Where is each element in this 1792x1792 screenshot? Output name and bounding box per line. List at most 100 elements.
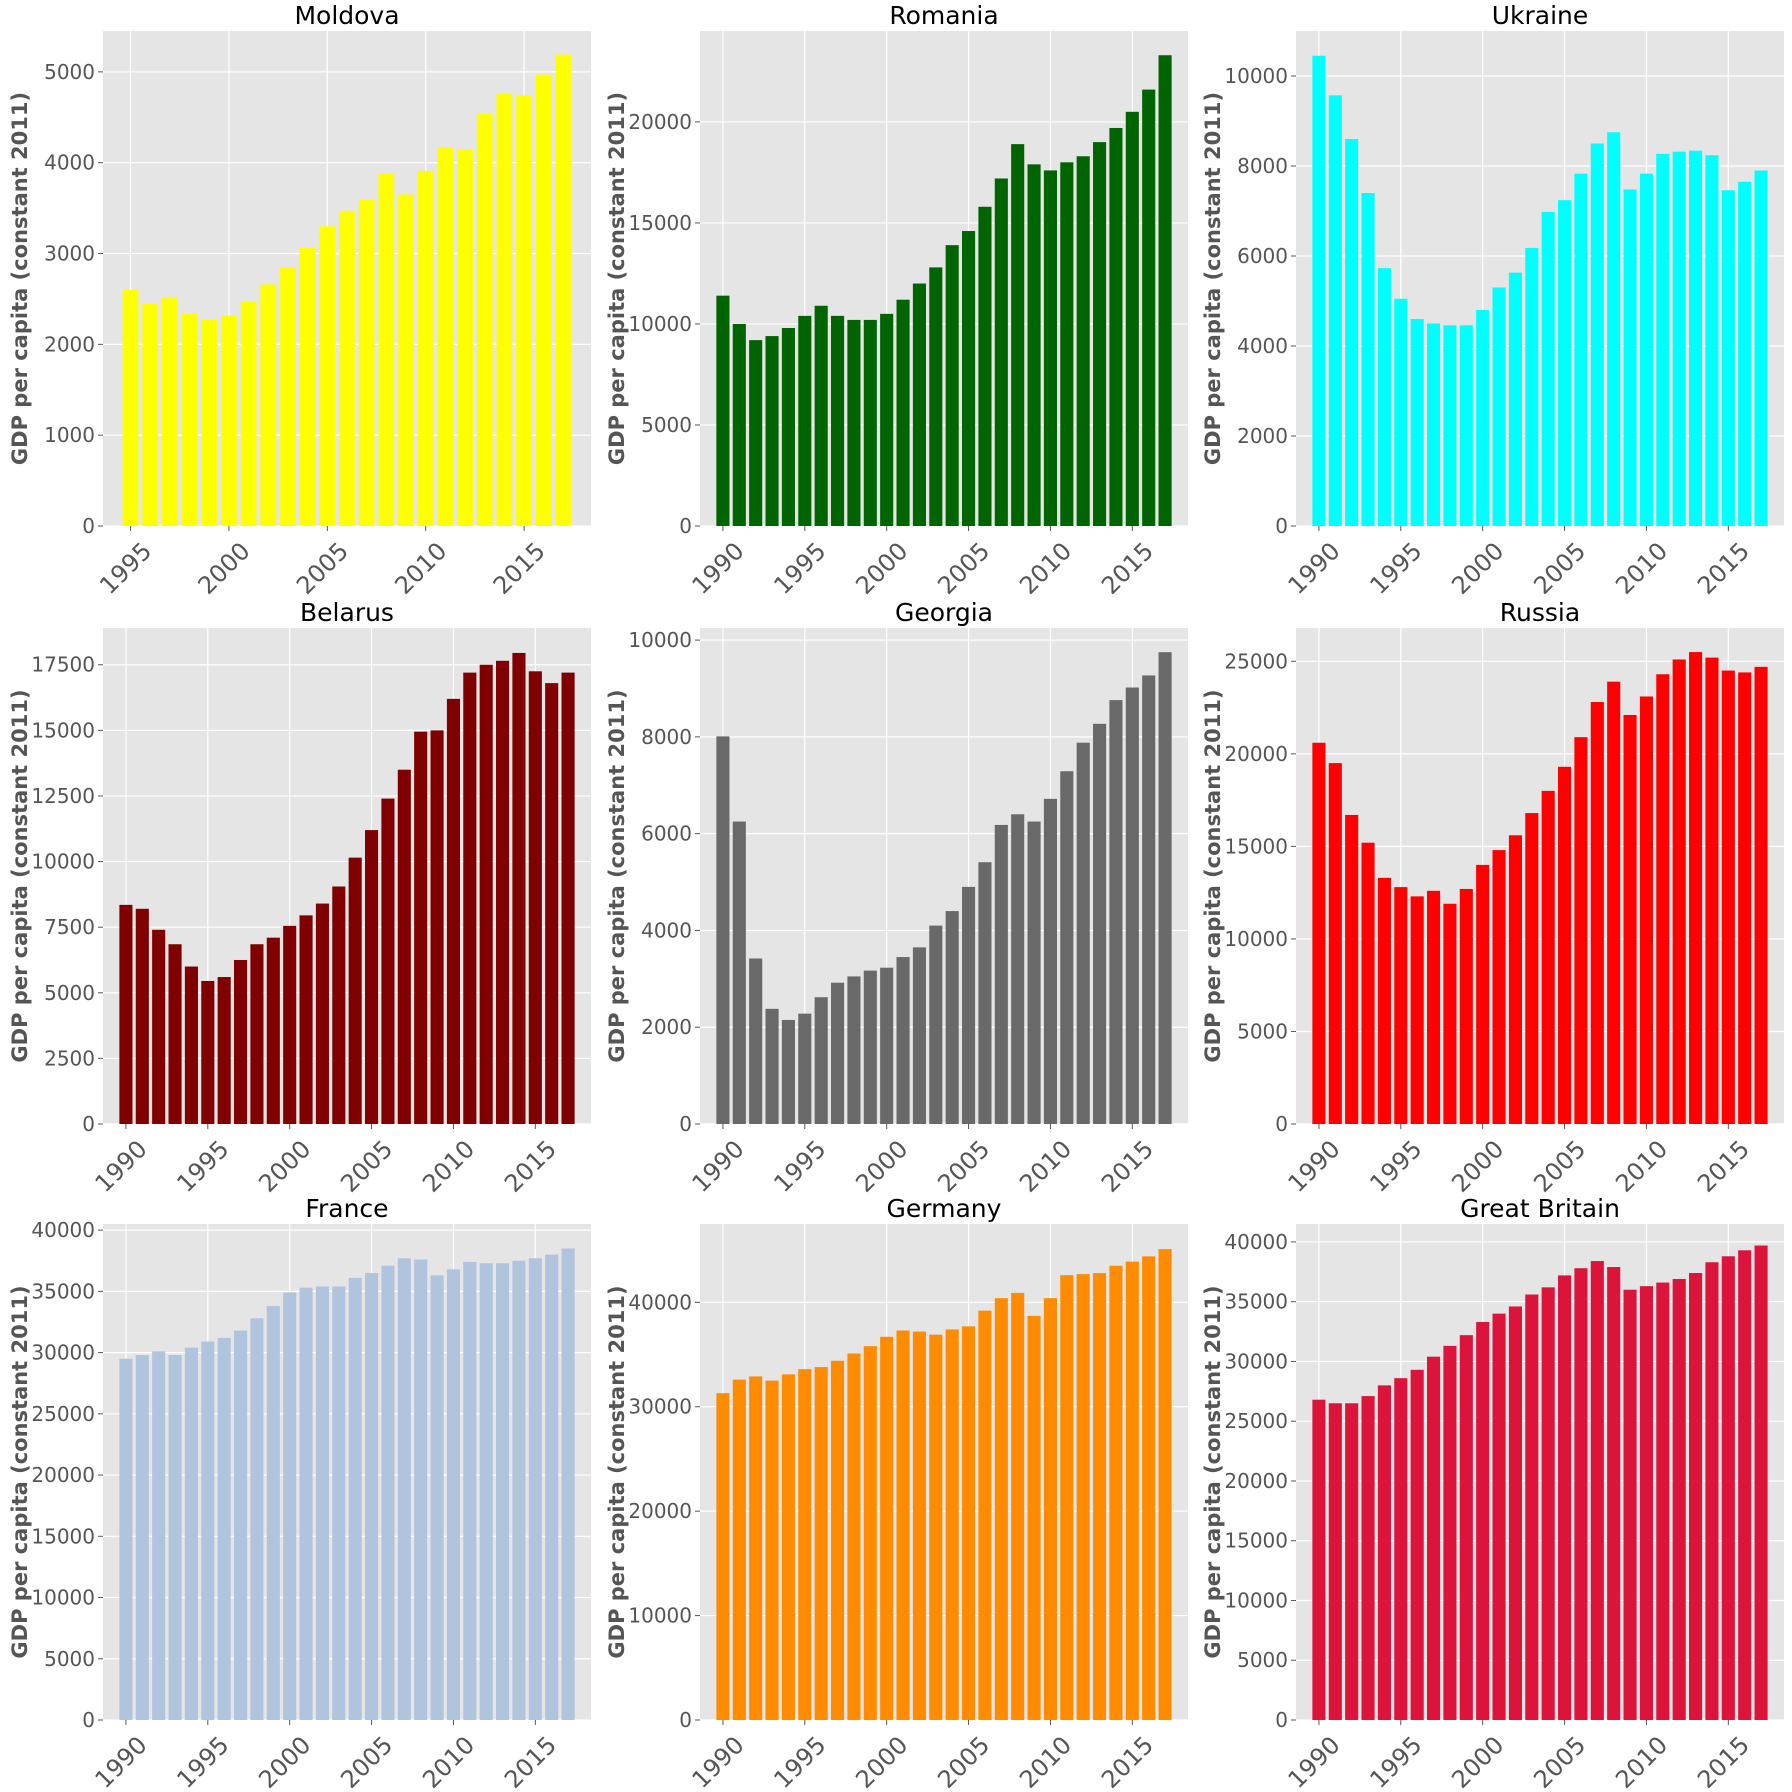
x-tick-label: 2000 (1446, 537, 1509, 600)
panel-france: 0 5000 10000 15000 20000 25000 30000 35000 40000… (8, 1194, 591, 1792)
bar-georgia-2005 (962, 886, 976, 1124)
y-axis-label: GDP per capita (constant 2011) (8, 689, 32, 1062)
bar-germany-2014 (1109, 1265, 1123, 1720)
bar-ukraine-1998 (1443, 325, 1457, 526)
bar-great-britain-2012 (1672, 1278, 1686, 1720)
bar-ukraine-1993 (1361, 193, 1375, 526)
y-tick-label: 35000 (1224, 1290, 1288, 1314)
y-tick-label: 40000 (1224, 1230, 1288, 1254)
bar-ukraine-2009 (1623, 189, 1637, 526)
bar-romania-2012 (1076, 156, 1090, 526)
bar-russia-1997 (1427, 890, 1441, 1124)
y-tick-label: 20000 (31, 1463, 95, 1487)
x-tick-label: 2005 (335, 1731, 398, 1792)
bar-germany-2009 (1027, 1315, 1041, 1720)
x-tick-label: 2005 (1528, 537, 1591, 600)
bar-belarus-1999 (266, 937, 280, 1124)
bar-france-2015 (528, 1258, 542, 1720)
y-tick-label: 25000 (1224, 649, 1288, 673)
x-tick-label: 2000 (253, 1135, 316, 1198)
bar-moldova-2009 (398, 194, 414, 526)
y-tick-label: 15000 (31, 1524, 95, 1548)
plot-area (1296, 1224, 1784, 1720)
bar-romania-1998 (847, 319, 861, 526)
bar-moldova-2006 (339, 210, 355, 526)
bar-georgia-2002 (912, 947, 926, 1124)
y-tick-label: 8000 (1237, 154, 1288, 178)
bar-great-britain-2011 (1656, 1282, 1670, 1720)
bar-france-2002 (315, 1286, 329, 1720)
bar-ukraine-2016 (1738, 181, 1752, 526)
bar-russia-2007 (1590, 702, 1604, 1124)
bar-romania-2004 (945, 245, 959, 526)
bar-romania-2005 (962, 231, 976, 527)
bar-russia-2010 (1639, 696, 1653, 1124)
bar-france-1993 (168, 1355, 182, 1720)
y-tick-label: 4000 (44, 151, 95, 175)
x-tick-label: 2015 (499, 1135, 562, 1198)
x-tick-label: 1995 (1365, 537, 1428, 600)
bar-russia-2003 (1525, 813, 1539, 1124)
y-tick-label: 0 (679, 1112, 692, 1136)
bar-georgia-1992 (749, 958, 763, 1124)
bar-great-britain-1998 (1443, 1345, 1457, 1720)
bar-ukraine-2011 (1656, 153, 1670, 526)
y-tick-label: 20000 (628, 1499, 692, 1523)
bar-georgia-2015 (1125, 687, 1139, 1124)
bar-russia-1990 (1312, 742, 1326, 1124)
bar-france-1991 (135, 1355, 149, 1720)
x-tick-label: 1990 (90, 1731, 153, 1792)
bar-russia-1994 (1377, 877, 1391, 1124)
x-tick-label: 1990 (687, 1731, 750, 1792)
bar-russia-1991 (1328, 763, 1342, 1124)
bar-ukraine-2007 (1590, 143, 1604, 526)
bar-great-britain-1995 (1394, 1378, 1408, 1720)
x-tick-label: 2005 (1528, 1731, 1591, 1792)
bar-romania-2006 (978, 206, 992, 526)
y-tick-label: 15000 (1224, 1529, 1288, 1553)
bar-ukraine-1996 (1410, 319, 1424, 526)
bar-france-2006 (381, 1265, 395, 1720)
x-tick-label: 2000 (850, 537, 913, 600)
bar-russia-2012 (1672, 659, 1686, 1124)
bar-france-1996 (217, 1337, 231, 1720)
bar-georgia-2014 (1109, 700, 1123, 1124)
y-axis-label: GDP per capita (constant 2011) (8, 92, 32, 465)
chart-title: Great Britain (1460, 1194, 1620, 1223)
bar-france-1998 (250, 1318, 264, 1720)
bar-georgia-1993 (765, 1008, 779, 1124)
y-tick-label: 0 (679, 514, 692, 538)
bar-russia-2005 (1558, 766, 1572, 1124)
y-tick-label: 0 (1275, 1708, 1288, 1732)
x-tick-label: 2010 (1014, 1731, 1077, 1792)
bar-france-1999 (266, 1306, 280, 1720)
y-axis-label: GDP per capita (constant 2011) (605, 92, 629, 465)
bar-great-britain-1999 (1459, 1335, 1473, 1720)
chart-title: Russia (1500, 598, 1580, 627)
y-tick-label: 6000 (1237, 244, 1288, 268)
bar-romania-2001 (896, 299, 910, 526)
bar-great-britain-2009 (1623, 1289, 1637, 1720)
bar-georgia-2003 (929, 925, 943, 1124)
bar-germany-2004 (945, 1329, 959, 1720)
x-tick-label: 2005 (335, 1135, 398, 1198)
bar-romania-1996 (814, 305, 828, 526)
bar-ukraine-1999 (1459, 325, 1473, 526)
bar-belarus-2007 (397, 769, 411, 1124)
bar-france-2003 (332, 1286, 346, 1720)
bar-moldova-1997 (162, 298, 178, 526)
bar-germany-1996 (814, 1367, 828, 1720)
y-tick-label: 5000 (1237, 1019, 1288, 1043)
y-tick-label: 10000 (1224, 927, 1288, 951)
bar-belarus-2012 (479, 664, 493, 1124)
y-tick-label: 10000 (628, 628, 692, 652)
bar-germany-2008 (1011, 1292, 1025, 1720)
x-tick-label: 2000 (850, 1135, 913, 1198)
bar-russia-2017 (1754, 666, 1768, 1124)
bar-belarus-2002 (315, 903, 329, 1124)
bar-belarus-2017 (561, 672, 575, 1124)
bar-russia-2011 (1656, 674, 1670, 1124)
y-tick-label: 17500 (31, 653, 95, 677)
bar-belarus-2000 (283, 925, 297, 1124)
bar-france-2001 (299, 1287, 313, 1720)
